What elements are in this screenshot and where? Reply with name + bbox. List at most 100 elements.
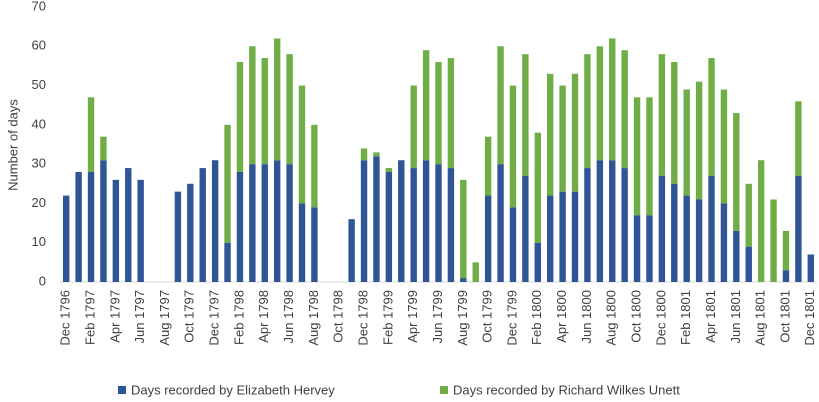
bar-segment xyxy=(683,89,690,196)
y-tick-label: 30 xyxy=(32,156,46,171)
bar-segment xyxy=(447,168,455,282)
bar-segment xyxy=(75,172,82,282)
bar-segment xyxy=(422,50,430,161)
y-tick-label: 70 xyxy=(32,0,46,13)
bar-segment xyxy=(708,58,715,176)
bar-segment xyxy=(385,168,393,172)
bar-segment xyxy=(720,203,728,282)
bar-segment xyxy=(609,38,616,161)
x-tick-label: Aug 1799 xyxy=(455,290,470,346)
bar-segment xyxy=(795,101,802,176)
x-tick-label: Dec 1798 xyxy=(355,290,370,346)
bar-segment xyxy=(596,46,604,161)
bar-segment xyxy=(447,58,455,169)
bar-segment xyxy=(261,164,268,282)
x-tick-label: Oct 1801 xyxy=(777,290,792,343)
x-tick-label: Feb 1799 xyxy=(380,290,395,345)
x-tick-label: Apr 1798 xyxy=(256,290,271,343)
bar-segment xyxy=(298,203,306,282)
bar-segment xyxy=(224,124,231,243)
bar-segment xyxy=(782,270,790,282)
x-tick-label: Jun 1800 xyxy=(579,290,594,344)
x-tick-label: Apr 1801 xyxy=(703,290,718,343)
bar-segment xyxy=(695,81,703,200)
y-axis-label: Number of days xyxy=(5,99,20,191)
bar-segment xyxy=(683,195,690,282)
bar-segment xyxy=(211,160,219,282)
x-tick-label: Aug 1798 xyxy=(306,290,321,346)
bar-segment xyxy=(125,168,132,282)
bar-segment xyxy=(224,242,231,282)
bar-segment xyxy=(596,160,604,282)
bar-segment xyxy=(534,242,541,282)
bar-segment xyxy=(286,54,293,165)
bar-segment xyxy=(360,160,368,282)
bar-segment xyxy=(733,113,740,231)
bar-segment xyxy=(671,183,678,282)
x-tick-label: Feb 1801 xyxy=(678,290,693,345)
bar-segment xyxy=(311,207,318,282)
x-tick-label: Dec 1800 xyxy=(653,290,668,346)
bar-segment xyxy=(199,168,206,282)
bar-segment xyxy=(534,132,541,243)
bar-segment xyxy=(559,191,566,282)
x-tick-label: Jun 1799 xyxy=(430,290,445,344)
bar-segment xyxy=(633,97,641,216)
bar-segment xyxy=(695,199,703,282)
bar-segment xyxy=(484,136,492,196)
x-tick-label: Oct 1799 xyxy=(480,290,495,343)
bar-segment xyxy=(584,168,591,282)
bar-segment xyxy=(522,54,529,176)
bar-segment xyxy=(410,168,417,282)
bar-segment xyxy=(286,164,293,282)
legend-label: Days recorded by Elizabeth Hervey xyxy=(131,382,335,397)
bar-segment xyxy=(546,73,554,196)
bar-segment xyxy=(658,54,666,176)
x-tick-label: Oct 1798 xyxy=(331,290,346,343)
bar-segment xyxy=(137,179,144,282)
bar-segment xyxy=(435,62,442,165)
bar-segment xyxy=(658,175,666,282)
bar-segment xyxy=(373,156,380,282)
x-tick-label: Oct 1797 xyxy=(182,290,197,343)
bar-segment xyxy=(348,219,355,282)
x-tick-label: Dec 1801 xyxy=(802,290,817,346)
x-tick-label: Feb 1800 xyxy=(529,290,544,345)
bar-segment xyxy=(249,46,256,165)
legend-swatch xyxy=(118,386,126,394)
bar-segment xyxy=(671,62,678,184)
bar-segment xyxy=(621,50,628,169)
bar-segment xyxy=(187,183,194,282)
x-tick-label: Apr 1797 xyxy=(107,290,122,343)
x-tick-label: Oct 1800 xyxy=(628,290,643,343)
bar-segment xyxy=(745,183,752,247)
y-tick-label: 0 xyxy=(39,273,46,288)
bar-segment xyxy=(460,278,467,282)
bar-segment xyxy=(410,85,417,169)
bar-segment xyxy=(782,230,790,271)
bar-segment xyxy=(757,160,765,282)
y-tick-label: 40 xyxy=(32,116,46,131)
bar-segment xyxy=(422,160,430,282)
x-tick-label: Dec 1799 xyxy=(504,290,519,346)
y-tick-label: 60 xyxy=(32,38,46,53)
bar-segment xyxy=(571,191,579,282)
x-tick-label: Apr 1799 xyxy=(405,290,420,343)
x-tick-label: Aug 1801 xyxy=(753,290,768,346)
x-tick-label: Dec 1797 xyxy=(207,290,222,346)
bar-segment xyxy=(509,207,517,282)
bar-segment xyxy=(63,195,70,282)
bar-segment xyxy=(807,254,814,282)
bar-segment xyxy=(472,262,479,282)
x-tick-label: Feb 1798 xyxy=(231,290,246,345)
y-tick-label: 20 xyxy=(32,195,46,210)
bar-segment xyxy=(733,230,740,282)
x-tick-label: Jun 1797 xyxy=(132,290,147,344)
bar-segment xyxy=(236,62,244,172)
bar-segment xyxy=(87,97,95,172)
bar-segment xyxy=(273,38,281,161)
bar-segment xyxy=(646,97,653,216)
bar-segment xyxy=(398,160,405,282)
legend-swatch xyxy=(440,386,448,394)
